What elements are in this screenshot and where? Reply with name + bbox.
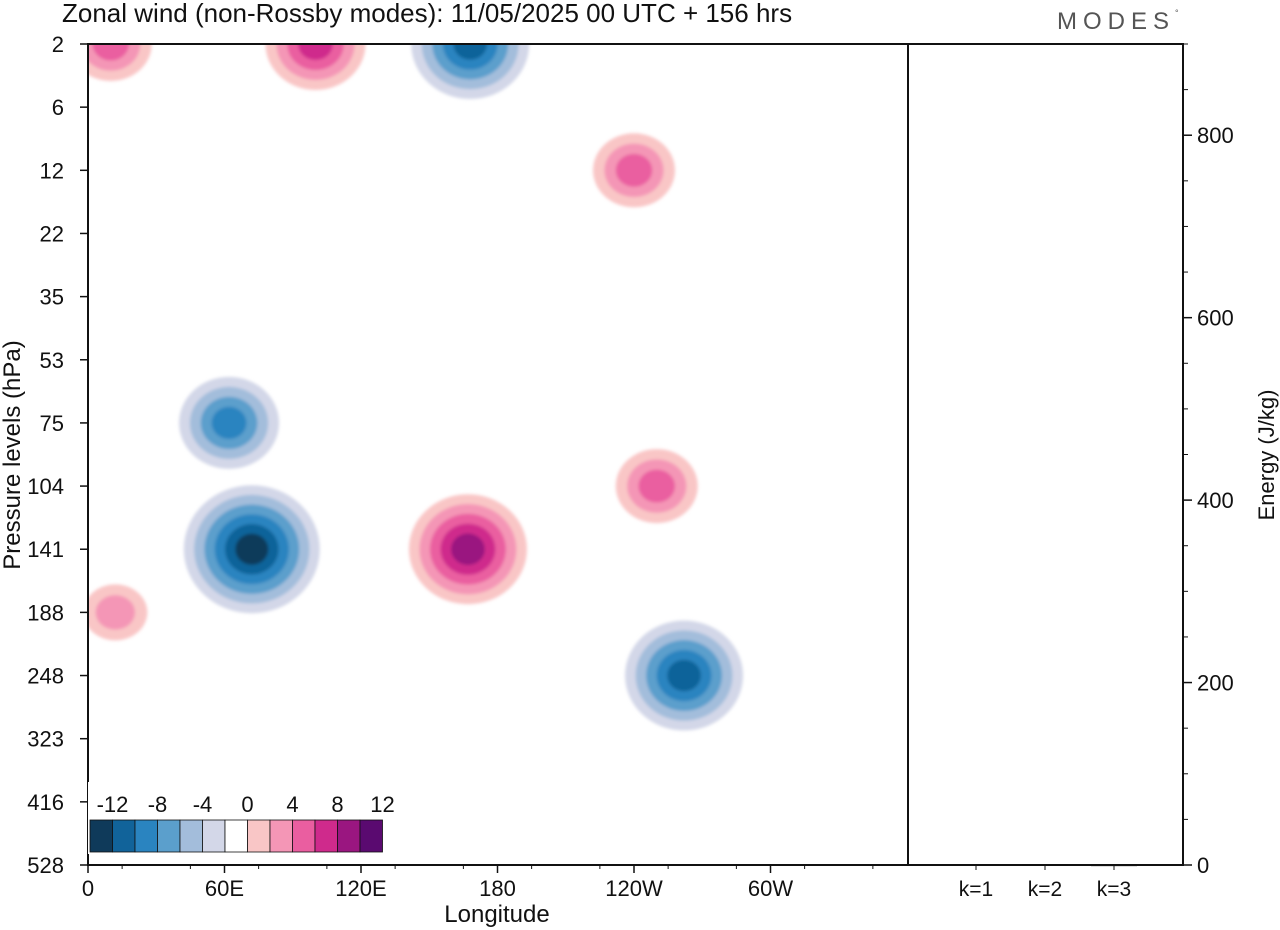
energy-category-label: k=2 [1028, 878, 1062, 901]
brand-text: MODES [1057, 8, 1176, 35]
x-tick-label: 180 [479, 876, 516, 901]
energy-category-label: k=3 [1097, 878, 1131, 901]
positive-anomaly-contour [615, 449, 698, 524]
y-tick-label: 104 [27, 474, 64, 499]
negative-anomaly-contour [179, 376, 280, 469]
chart-title: Zonal wind (non-Rossby modes): 11/05/202… [62, 0, 793, 28]
contour-band [92, 44, 129, 61]
contour-band [615, 153, 653, 187]
x-tick-label: 120E [335, 876, 386, 901]
colorbar-swatch [179, 819, 203, 853]
contour-band [453, 44, 488, 60]
colorbar-legend: -12 -8 -4 0 4 8 12 [88, 782, 395, 854]
x-tick-label: 60E [205, 876, 244, 901]
colorbar-tick-label: -8 [148, 792, 168, 817]
negative-anomaly-contour [625, 620, 744, 731]
contour-band [235, 533, 269, 565]
colorbar-tick-label: 12 [370, 792, 394, 817]
colorbar-swatch [157, 819, 181, 853]
wind-field [88, 44, 744, 731]
energy-panel: 0 200 400 600 800 k=1 k=2 k=3 [907, 43, 1234, 901]
y-tick-label: 248 [27, 664, 64, 689]
energy-plot-frame [907, 43, 1184, 866]
colorbar-swatch [134, 819, 158, 853]
brand-logo: MODES° [1057, 8, 1179, 36]
positive-anomaly-contour [88, 584, 148, 641]
negative-anomaly-contour [411, 44, 530, 99]
contour-band [211, 406, 247, 439]
y-tick-label: 35 [40, 285, 64, 310]
colorbar-tick-label: -12 [97, 792, 129, 817]
y-tick-label: 6 [52, 95, 64, 120]
positive-anomaly-contour [265, 44, 366, 90]
colorbar-tick-label: 8 [331, 792, 343, 817]
colorbar-swatch [337, 819, 361, 853]
x-axis: 0 60E 120E 180 120W 60W [82, 865, 874, 901]
colorbar-swatch [247, 819, 271, 853]
y-axis-label: Pressure levels (hPa) [0, 340, 26, 569]
contour-band [667, 659, 701, 692]
x-tick-label: 60W [748, 876, 793, 901]
colorbar-swatch [292, 819, 316, 853]
x-tick-label: 0 [82, 876, 94, 901]
energy-axis-label: Energy (J/kg) [1254, 390, 1279, 521]
contour-band [298, 44, 333, 60]
energy-tick-label: 0 [1197, 853, 1209, 878]
colorbar-swatch [314, 819, 338, 853]
positive-anomaly-contour [88, 44, 152, 81]
colorbar-tick-label: 0 [241, 792, 253, 817]
colorbar-swatch [224, 819, 248, 853]
energy-tick-label: 400 [1197, 488, 1234, 513]
brand-mark: ° [1175, 8, 1179, 18]
y-tick-label: 323 [27, 727, 64, 752]
y-tick-label: 2 [52, 32, 64, 57]
colorbar-swatch [89, 819, 113, 853]
positive-anomaly-contour [408, 494, 527, 605]
colorbar-tick-label: 4 [286, 792, 298, 817]
x-axis-label: Longitude [444, 901, 549, 928]
y-tick-label: 75 [40, 411, 64, 436]
energy-tick-label: 800 [1197, 123, 1234, 148]
energy-bar [953, 864, 999, 866]
energy-tick-label: 600 [1197, 306, 1234, 331]
y-tick-label: 22 [40, 221, 64, 246]
colorbar-swatch [359, 819, 383, 853]
colorbar-tick-label: -4 [193, 792, 213, 817]
y-tick-label: 188 [27, 600, 64, 625]
x-tick-label: 120W [605, 876, 663, 901]
negative-anomaly-contour [183, 485, 320, 614]
colorbar-swatch [202, 819, 226, 853]
y-tick-label: 53 [40, 348, 64, 373]
colorbar-swatch [269, 819, 293, 853]
positive-anomaly-contour [593, 133, 675, 208]
contour-band [95, 595, 135, 630]
y-tick-label: 528 [27, 853, 64, 878]
colorbar-swatch [112, 819, 136, 853]
energy-tick-label: 200 [1197, 671, 1234, 696]
y-axis: 2 6 12 22 35 53 75 104 141 188 248 323 416 528 [27, 32, 88, 878]
contour-band [638, 469, 675, 503]
y-tick-label: 12 [40, 158, 64, 183]
y-tick-label: 141 [27, 537, 64, 562]
energy-category-label: k=1 [959, 878, 993, 901]
y-tick-label: 416 [27, 790, 64, 815]
contour-band [451, 533, 485, 565]
